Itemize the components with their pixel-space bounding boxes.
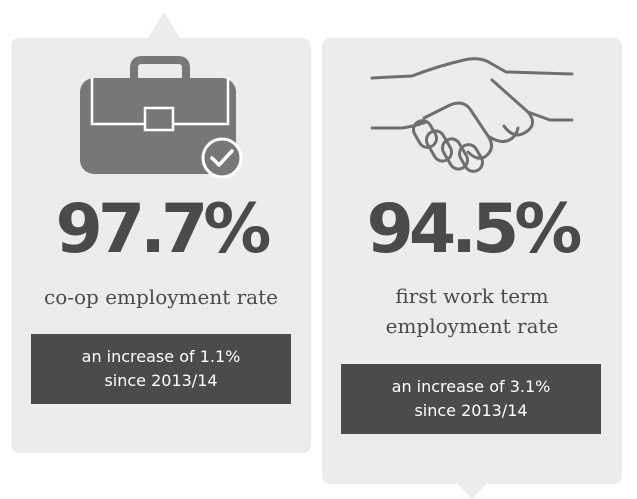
first-term-increase-period: since 2013/14 <box>414 401 528 420</box>
first-term-increase-text: an increase of 3.1% <box>391 377 551 396</box>
first-term-increase-badge: an increase of 3.1% since 2013/14 <box>341 364 601 434</box>
card-pointer-down <box>456 483 488 499</box>
first-term-rate-value: 94.5% <box>366 190 583 269</box>
briefcase-check-icon <box>80 56 243 178</box>
coop-increase-badge: an increase of 1.1% since 2013/14 <box>31 334 291 404</box>
handshake-icon <box>370 57 574 173</box>
coop-increase-text: an increase of 1.1% <box>81 347 241 366</box>
first-term-label-line2: employment rate <box>385 314 559 338</box>
coop-rate-value: 97.7% <box>55 190 272 269</box>
first-term-label-line1: first work term <box>395 284 549 308</box>
first-term-rate-label: first work term employment rate <box>322 281 622 341</box>
coop-rate-label: co-op employment rate <box>44 285 278 309</box>
coop-increase-period: since 2013/14 <box>104 371 218 390</box>
card-pointer-up <box>148 12 180 38</box>
